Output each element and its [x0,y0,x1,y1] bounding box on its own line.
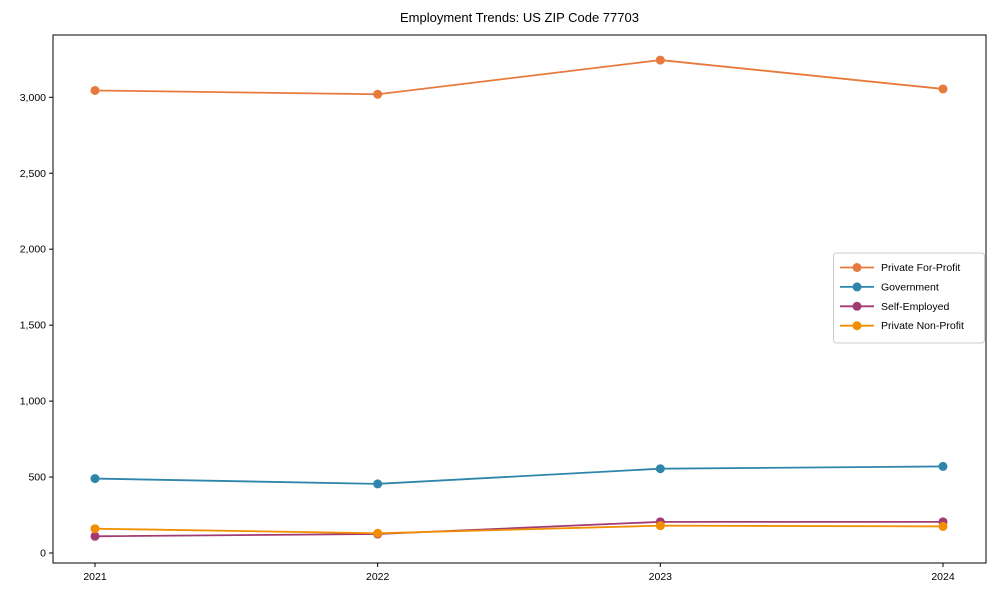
data-point-marker [938,521,948,531]
series-government [90,461,948,489]
x-axis: 2021 2022 2023 2024 [83,563,955,583]
legend-label: Government [881,281,939,293]
legend-swatch-marker [852,263,862,272]
data-point-marker [373,528,383,538]
series-line [94,59,944,96]
legend-item: Private For-Profit [840,262,960,274]
legend-label: Private For-Profit [881,262,960,274]
data-point-marker [373,479,383,489]
legend: Private For-Profit Government Self-Employe… [833,252,985,344]
data-point-marker [373,89,383,99]
data-point-marker [90,531,100,541]
y-tick-label: 500 [28,472,46,484]
series-private-non-profit [90,521,948,538]
y-tick-label: 3,000 [20,92,46,104]
y-tick-label: 2,000 [20,244,46,256]
legend-swatch-marker [852,321,862,331]
x-tick-label: 2024 [931,571,955,583]
plot-border [52,34,987,564]
data-point-marker [90,85,100,95]
data-point-marker [90,474,100,484]
x-tick-label: 2022 [366,571,390,583]
data-point-marker [655,521,665,531]
chart-title: Employment Trends: US ZIP Code 77703 [400,10,639,25]
legend-item: Government [840,281,939,293]
data-point-marker [938,84,948,94]
y-tick-label: 0 [40,548,46,560]
series-line [94,465,944,485]
data-point-marker [655,464,665,474]
legend-box [833,252,985,344]
legend-label: Private Non-Profit [881,320,964,332]
x-tick-label: 2023 [649,571,673,583]
y-tick-label: 1,500 [20,320,46,332]
y-tick-label: 1,000 [20,396,46,408]
series-private-for-profit [90,55,948,99]
legend-swatch-marker [852,282,862,292]
series-line [94,520,943,538]
data-point-marker [90,524,100,534]
y-axis: 0 500 1,000 1,500 2,000 2,500 3,000 [20,92,53,560]
legend-item: Private Non-Profit [840,320,964,332]
legend-swatch-marker [852,301,862,311]
data-point-marker [938,461,948,471]
y-tick-label: 2,500 [20,168,46,180]
data-point-marker [655,55,665,65]
legend-label: Self-Employed [881,301,949,313]
x-tick-label: 2021 [83,571,107,583]
series-line [94,524,944,535]
legend-item: Self-Employed [840,301,949,313]
